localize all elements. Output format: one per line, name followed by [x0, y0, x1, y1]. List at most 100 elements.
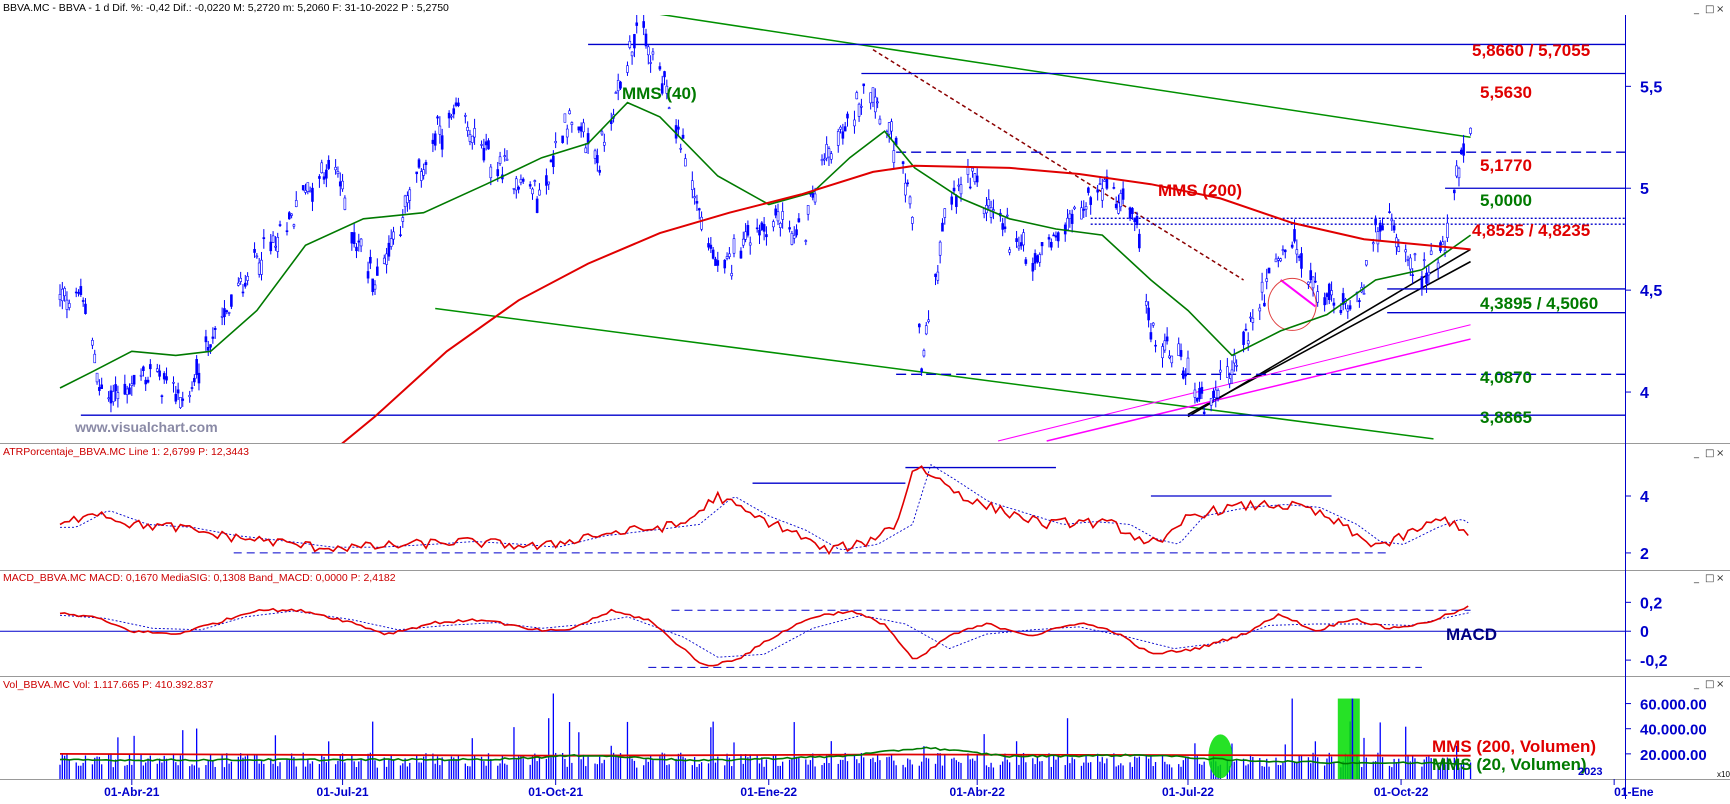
candle-body [911, 217, 914, 224]
candle-body [211, 336, 215, 339]
candle-body [213, 328, 217, 330]
magenta-trendline-1 [997, 324, 1471, 442]
minimize-icon[interactable]: _ [1693, 448, 1700, 459]
y-tick-label: 20.000.00 [1640, 747, 1707, 764]
candle-body [359, 238, 363, 247]
candle-body [1179, 350, 1183, 357]
candle-body [1246, 340, 1250, 345]
close-icon[interactable]: × [1716, 679, 1724, 690]
candle-body [468, 134, 472, 142]
candle-body [941, 222, 944, 232]
candle-body [408, 189, 412, 201]
candle-body [836, 131, 840, 146]
candle-body [855, 92, 859, 100]
candle-body [1066, 217, 1069, 230]
candle-body [681, 134, 685, 139]
candle-body [158, 370, 161, 377]
candle-body [195, 359, 198, 376]
candle-body [107, 397, 110, 400]
candle-body [943, 208, 947, 218]
minimize-icon[interactable]: _ [1693, 4, 1700, 15]
maximize-icon[interactable]: □ [1705, 4, 1714, 15]
candle-body [806, 205, 810, 215]
candle-body [514, 178, 518, 191]
candle-body [128, 387, 131, 395]
minimize-icon[interactable]: _ [1693, 679, 1700, 690]
maximize-icon[interactable]: □ [1705, 573, 1714, 584]
candle-body [382, 257, 386, 264]
y-tick-label: 4,5 [1640, 283, 1662, 300]
candle-body [209, 344, 212, 348]
candle-body [440, 135, 444, 150]
candle-body [179, 397, 182, 408]
candle-body [711, 249, 715, 259]
candle-body [1378, 222, 1382, 232]
dashed-trendline [872, 49, 1244, 281]
candle-body [227, 312, 231, 314]
candle-body [1404, 249, 1407, 253]
candle-body [1038, 254, 1042, 263]
candle-body [318, 176, 321, 179]
maximize-icon[interactable]: □ [1705, 448, 1714, 459]
candle-body [1362, 292, 1366, 295]
candle-body [700, 216, 703, 230]
candle-body [616, 80, 620, 92]
candle-body [521, 178, 525, 182]
vol-ma200-line [59, 753, 1471, 757]
candle-body [1119, 193, 1123, 208]
candle-body [1036, 255, 1039, 263]
candle-body [1260, 281, 1264, 293]
candle-body [1332, 302, 1336, 306]
candle-body [1323, 297, 1326, 306]
candle-body [1228, 378, 1231, 384]
candle-body [1031, 262, 1035, 272]
minimize-icon[interactable]: _ [1693, 573, 1700, 584]
candle-body [561, 135, 564, 143]
candle-body [1133, 217, 1137, 223]
candle-body [667, 107, 671, 110]
candle-body [1047, 237, 1051, 240]
candle-body [1121, 188, 1125, 200]
candle-body [230, 294, 233, 307]
candle-body [512, 188, 516, 190]
candle-body [452, 108, 456, 115]
candle-body [406, 195, 409, 204]
candle-body [549, 159, 553, 163]
candle-body [139, 374, 143, 377]
close-icon[interactable]: × [1716, 4, 1724, 15]
candle-body [957, 184, 960, 187]
candle-body [350, 232, 354, 244]
candle-body [1388, 211, 1391, 213]
candle-body [517, 186, 520, 190]
candle-body [81, 300, 85, 302]
candle-body [304, 190, 307, 193]
candle-body [1462, 143, 1465, 156]
candle-body [920, 368, 923, 372]
candle-body [531, 188, 534, 195]
candle-body [776, 211, 780, 222]
maximize-icon[interactable]: □ [1705, 679, 1714, 690]
candle-body [116, 392, 120, 400]
candle-body [376, 266, 379, 276]
candle-body [1341, 293, 1345, 305]
candle-body [1374, 218, 1377, 226]
candle-body [792, 235, 796, 239]
candle-body [813, 193, 817, 203]
close-icon[interactable]: × [1716, 448, 1724, 459]
y-tick-label: 2 [1640, 546, 1649, 563]
x-tick-label: 01-Abr-21 [104, 785, 160, 799]
x-tick-label: 01-Abr-22 [950, 785, 1006, 799]
candle-body [635, 22, 639, 26]
candle-body [1311, 276, 1315, 289]
candle-body [732, 238, 736, 254]
close-icon[interactable]: × [1716, 573, 1724, 584]
candle-body [1330, 290, 1333, 296]
candle-body [1295, 249, 1299, 255]
candle-body [952, 187, 956, 192]
candle-body [633, 34, 636, 49]
candle-body [1214, 389, 1218, 399]
candle-body [982, 208, 986, 215]
candle-body [1154, 344, 1157, 347]
